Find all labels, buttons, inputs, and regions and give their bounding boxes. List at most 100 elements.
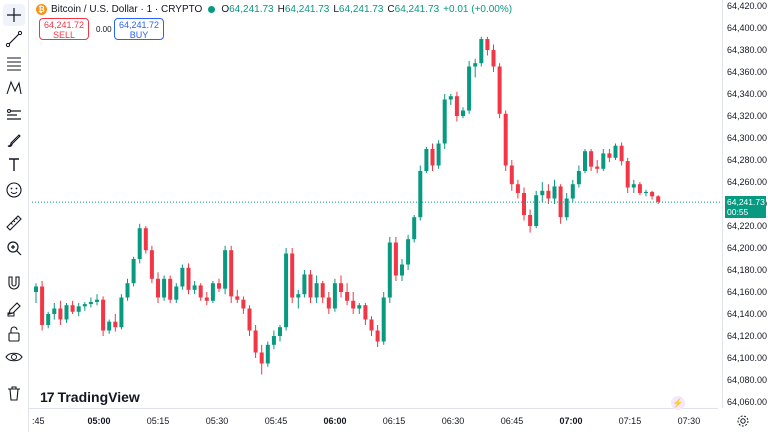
ohlc-high-value: 64,241.73 (284, 3, 330, 15)
candle-body (156, 278, 160, 298)
candle-body (509, 165, 514, 185)
candle-body (58, 308, 63, 320)
trend-line-icon[interactable] (3, 28, 25, 50)
candle-body (64, 305, 69, 320)
lock-icon[interactable] (3, 323, 25, 345)
sell-button[interactable]: 64,241.72 SELL (39, 18, 89, 40)
candle-body (107, 321, 112, 331)
candle-body (284, 253, 289, 328)
candle-body (601, 153, 606, 169)
candle-body (131, 259, 136, 284)
crosshair-icon[interactable] (3, 4, 25, 26)
trash-icon[interactable] (3, 382, 25, 404)
candle-body (46, 314, 51, 325)
candle-body (113, 321, 118, 328)
ohlc-close-value: 64,241.73 (394, 3, 440, 15)
candle-body (485, 39, 490, 50)
candle-body (351, 300, 356, 309)
magnet-icon[interactable] (3, 272, 25, 294)
candle-body (656, 196, 661, 202)
price-axis[interactable] (722, 0, 768, 408)
candle-body (76, 306, 81, 312)
candle-body (345, 292, 350, 301)
candle-body (217, 283, 221, 289)
ruler-icon[interactable] (3, 212, 25, 234)
candle-body (570, 184, 575, 199)
candle-body (241, 299, 246, 309)
candle-body (424, 149, 429, 171)
candle-body (101, 299, 106, 331)
text-icon[interactable] (3, 154, 25, 176)
ohlc-low-value: 64,241.73 (338, 3, 384, 15)
candle-body (229, 250, 234, 297)
candle-body (40, 286, 45, 325)
candle-body (162, 278, 167, 298)
candle-body (235, 296, 240, 300)
candle-body (503, 113, 508, 166)
symbol-title[interactable]: Bitcoin / U.S. Dollar · 1 · CRYPTO (51, 3, 203, 15)
candle-body (491, 50, 496, 67)
candle-body (522, 193, 526, 215)
buy-button[interactable]: 64,241.72 BUY (114, 18, 164, 40)
lightning-icon[interactable]: ⚡ (671, 396, 685, 410)
candle-body (302, 274, 307, 295)
candle-body (625, 161, 630, 188)
candle-body (204, 297, 209, 301)
candle-body (375, 330, 380, 342)
candle-body (168, 278, 173, 300)
ohlc-change-value: +0.01 (+0.00%) (443, 3, 513, 15)
candle-body (34, 286, 38, 292)
candle-body (70, 305, 75, 312)
candle-body (479, 39, 484, 64)
candle-body (515, 184, 520, 193)
candle-body (534, 195, 539, 226)
eye-icon[interactable] (3, 346, 25, 368)
candle-body (119, 297, 124, 328)
tradingview-logo-text: TradingView (57, 389, 140, 405)
market-open-indicator (208, 5, 216, 13)
candle-body (125, 283, 130, 298)
candle-body (564, 198, 569, 218)
fib-icon[interactable] (3, 52, 25, 74)
candle-body (644, 191, 648, 193)
pattern-icon[interactable] (3, 77, 25, 99)
candle-body (253, 330, 258, 353)
candle-body (180, 267, 185, 287)
candle-body (88, 301, 93, 305)
candle-body (595, 166, 600, 169)
candle-body (387, 242, 392, 298)
candle-body (650, 191, 655, 197)
buy-price: 64,241.72 (118, 20, 160, 30)
candle-body (461, 110, 465, 116)
buy-label: BUY (129, 30, 149, 40)
candle-body (363, 305, 368, 320)
candle-body (339, 283, 343, 292)
candle-body (192, 285, 197, 290)
candle-body (357, 305, 362, 309)
candle-body (137, 228, 142, 259)
emoji-icon[interactable] (3, 179, 25, 201)
bitcoin-icon: ₿ (36, 3, 47, 15)
candle-body (82, 304, 87, 307)
candle-body (583, 151, 587, 171)
lock-pencil-icon[interactable] (3, 298, 25, 320)
candle-body (314, 283, 319, 298)
candle-body (631, 184, 636, 188)
candle-body (198, 285, 203, 298)
measure-lines-icon[interactable] (3, 104, 25, 126)
brush-icon[interactable] (3, 129, 25, 151)
candle-body (223, 250, 228, 289)
candle-body (381, 297, 386, 342)
ohlc-high-key: H (277, 3, 285, 15)
candle-body (52, 308, 57, 314)
time-axis[interactable] (28, 408, 718, 433)
candle-body (607, 153, 612, 158)
tradingview-logo[interactable]: 17 TradingView (40, 389, 140, 405)
zoom-icon[interactable] (3, 237, 25, 259)
sell-label: SELL (52, 30, 76, 40)
candle-body (576, 171, 581, 185)
candle-body (247, 308, 252, 331)
gear-icon[interactable] (736, 414, 750, 428)
candle-body (143, 228, 148, 251)
